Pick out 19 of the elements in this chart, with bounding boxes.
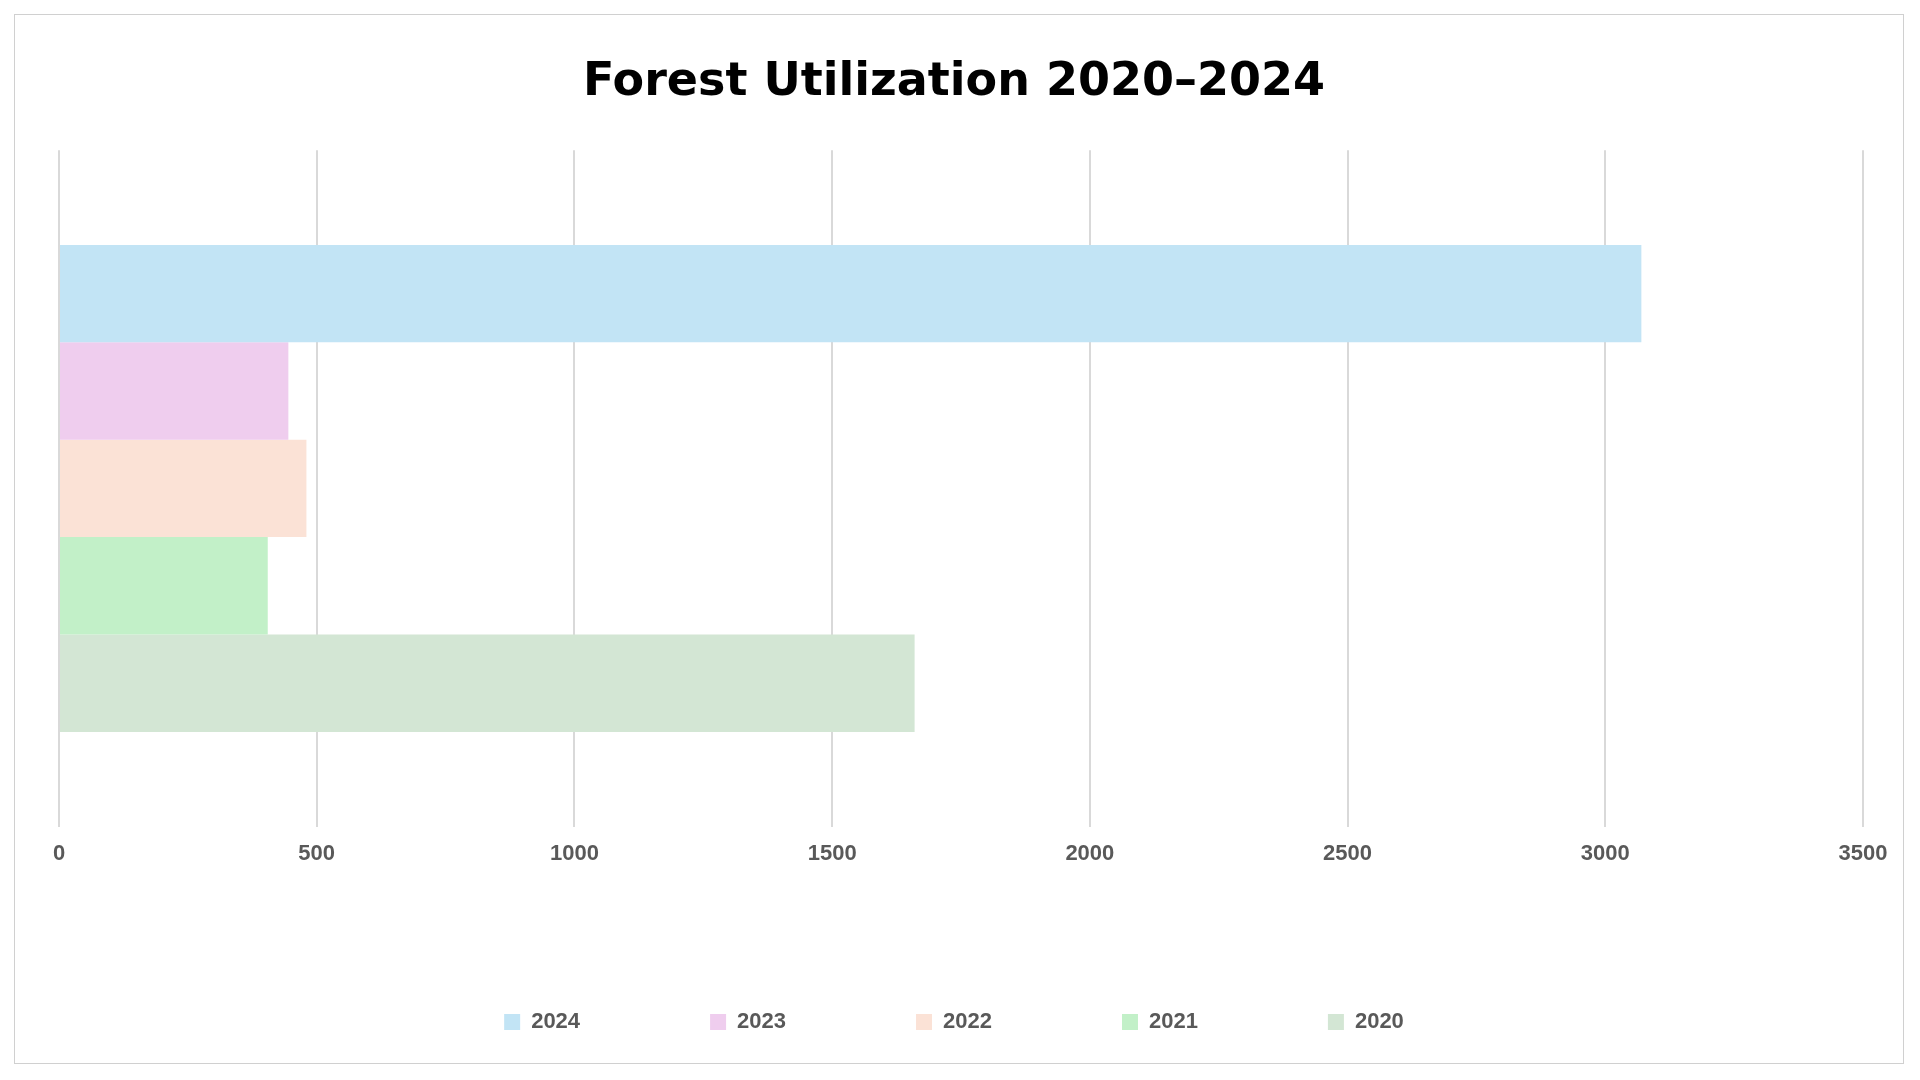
x-tick-label: 1000: [549, 839, 599, 865]
x-tick-label: 3500: [1838, 839, 1888, 865]
legend-label: 2020: [1354, 1008, 1404, 1034]
x-tick-label: 500: [298, 839, 336, 865]
bar: [60, 537, 268, 635]
x-tick-label: 2000: [1065, 839, 1115, 865]
x-tick-label: 3000: [1580, 839, 1630, 865]
legend-label: 2024: [531, 1008, 581, 1034]
legend-label: 2022: [943, 1008, 992, 1034]
bar: [60, 342, 289, 440]
x-tick-label: 0: [52, 839, 66, 865]
bar: [60, 634, 915, 732]
x-tick-label: 2500: [1323, 839, 1373, 865]
legend-label: 2021: [1148, 1008, 1198, 1034]
x-tick-label: 1500: [807, 839, 857, 865]
bar: [60, 439, 307, 538]
bar: [60, 244, 1642, 343]
legend-label: 2023: [737, 1008, 787, 1034]
chart-title: Forest Utilization 2020–2024: [582, 51, 1326, 106]
